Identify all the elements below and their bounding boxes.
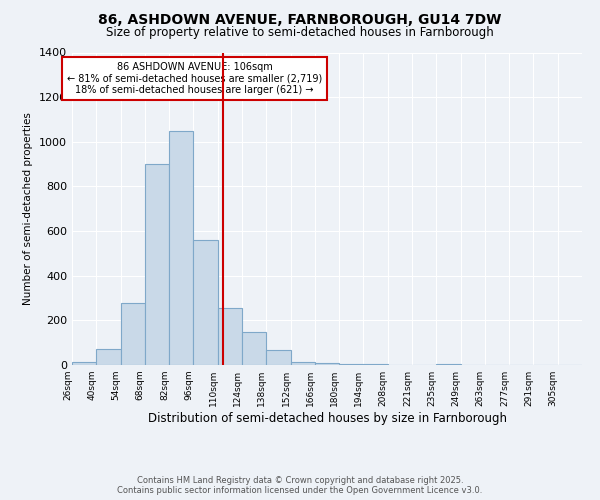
X-axis label: Distribution of semi-detached houses by size in Farnborough: Distribution of semi-detached houses by … <box>148 412 506 425</box>
Bar <box>339 364 364 365</box>
Bar <box>169 130 193 365</box>
Y-axis label: Number of semi-detached properties: Number of semi-detached properties <box>23 112 34 305</box>
Bar <box>290 362 315 365</box>
Bar <box>145 164 169 365</box>
Text: 86, ASHDOWN AVENUE, FARNBOROUGH, GU14 7DW: 86, ASHDOWN AVENUE, FARNBOROUGH, GU14 7D… <box>98 12 502 26</box>
Bar <box>193 240 218 365</box>
Text: Size of property relative to semi-detached houses in Farnborough: Size of property relative to semi-detach… <box>106 26 494 39</box>
Bar <box>72 362 96 365</box>
Bar <box>436 364 461 365</box>
Bar <box>242 332 266 365</box>
Bar <box>266 350 290 365</box>
Bar <box>121 302 145 365</box>
Bar <box>364 364 388 365</box>
Bar <box>218 308 242 365</box>
Bar <box>96 350 121 365</box>
Bar <box>315 363 339 365</box>
Text: Contains HM Land Registry data © Crown copyright and database right 2025.
Contai: Contains HM Land Registry data © Crown c… <box>118 476 482 495</box>
Text: 86 ASHDOWN AVENUE: 106sqm
← 81% of semi-detached houses are smaller (2,719)
18% : 86 ASHDOWN AVENUE: 106sqm ← 81% of semi-… <box>67 62 322 95</box>
